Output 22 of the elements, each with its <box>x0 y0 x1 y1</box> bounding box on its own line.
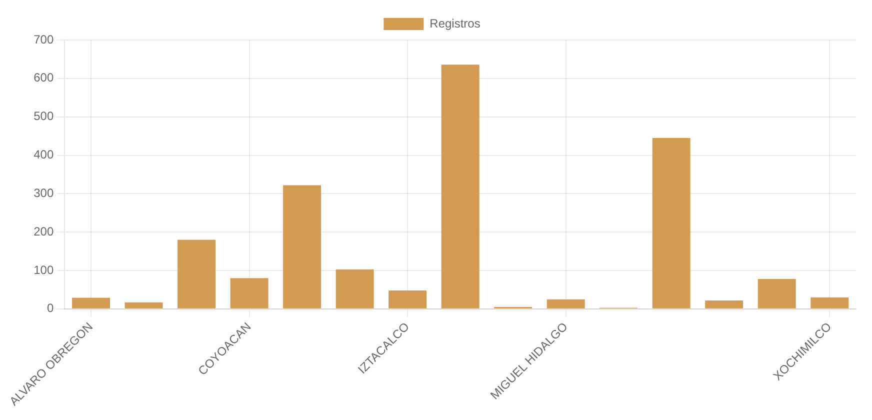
bar <box>388 290 427 308</box>
y-tick-label: 200 <box>34 224 54 238</box>
y-tick-label: 300 <box>34 186 54 200</box>
y-tick-label: 600 <box>34 70 54 85</box>
bar <box>230 278 268 308</box>
bar <box>72 298 110 308</box>
bar <box>705 300 744 308</box>
y-tick-label: 0 <box>46 301 54 316</box>
bar <box>810 297 849 308</box>
legend-label: Registros <box>430 16 480 30</box>
y-tick-label: 500 <box>34 109 54 124</box>
y-tick-label: 700 <box>34 32 54 46</box>
bar <box>758 278 796 308</box>
y-tick-label: 100 <box>34 262 54 277</box>
bar <box>441 64 480 308</box>
bar <box>546 299 585 308</box>
bar <box>283 185 322 308</box>
y-tick-label: 400 <box>34 148 54 162</box>
bar <box>178 240 216 308</box>
bar <box>336 269 374 308</box>
bar <box>652 138 690 308</box>
bar <box>124 302 163 308</box>
